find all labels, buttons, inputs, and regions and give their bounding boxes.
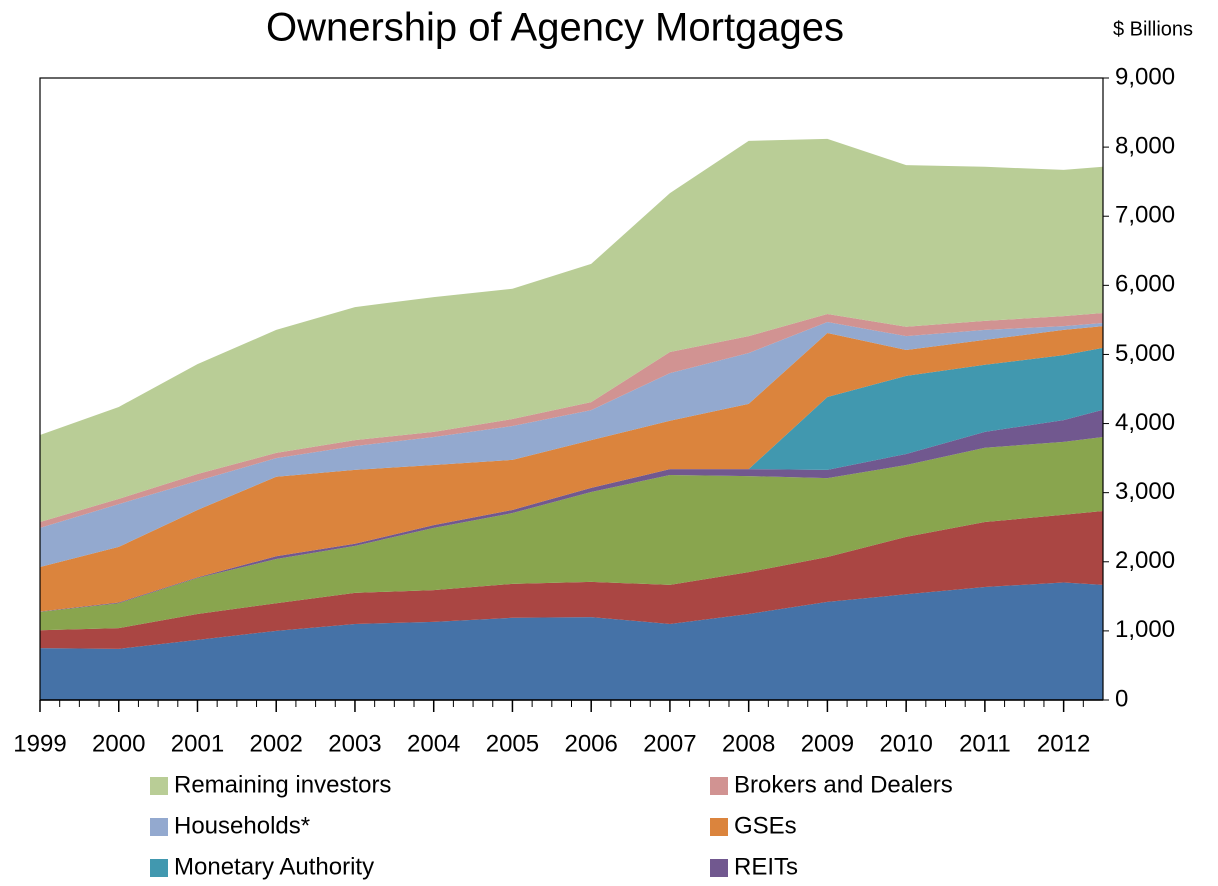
legend-label: Brokers and Dealers <box>734 771 953 798</box>
x-tick-label: 2010 <box>879 730 932 757</box>
area <box>40 347 1103 612</box>
y-tick-label: 7,000 <box>1115 202 1175 229</box>
x-tick-label: 2003 <box>328 730 381 757</box>
x-tick-label: 2011 <box>959 730 1011 757</box>
area <box>40 510 1103 649</box>
legend-label: Remaining investors <box>174 771 391 798</box>
x-tick-label: 2004 <box>407 730 460 757</box>
y-axis-label: $ Billions <box>1113 18 1193 40</box>
x-tick-label: 2000 <box>92 730 145 757</box>
legend-swatch <box>710 859 728 877</box>
legend-swatch <box>150 859 168 877</box>
legend-label: REITs <box>734 853 798 880</box>
axes: 0 1,000 2,000 3,000 4,000 5,000 6,000 7,000 8,00… <box>13 63 1175 757</box>
y-tick-label: 5,000 <box>1115 340 1175 367</box>
legend-label: Monetary Authority <box>174 853 374 880</box>
y-tick-label: 0 <box>1115 685 1128 712</box>
y-tick-label: 3,000 <box>1115 478 1175 505</box>
legend-swatch <box>150 777 168 795</box>
y-tick-label: 2,000 <box>1115 547 1175 574</box>
x-tick-label: 2006 <box>564 730 617 757</box>
legend-label: Households* <box>174 812 310 839</box>
x-tick-label: 2002 <box>250 730 303 757</box>
legend: Remaining investors Brokers and Dealers Ho… <box>150 771 953 880</box>
area <box>40 138 1103 523</box>
x-tick-label: 2008 <box>722 730 775 757</box>
area <box>40 582 1103 700</box>
areas <box>40 138 1103 700</box>
y-tick-label: 4,000 <box>1115 409 1175 436</box>
area <box>40 326 1103 612</box>
legend-swatch <box>710 777 728 795</box>
x-tick-label: 2012 <box>1037 730 1090 757</box>
y-tick-label: 8,000 <box>1115 132 1175 159</box>
x-tick-label: 2001 <box>171 730 224 757</box>
x-tick-label: 1999 <box>13 730 66 757</box>
area <box>40 321 1103 567</box>
legend-label: GSEs <box>734 812 797 839</box>
chart-title: Ownership of Agency Mortgages <box>266 6 844 50</box>
legend-swatch <box>710 818 728 836</box>
area <box>40 437 1103 631</box>
legend-swatch <box>150 818 168 836</box>
y-tick-label: 1,000 <box>1115 616 1175 643</box>
x-tick-label: 2005 <box>486 730 539 757</box>
y-tick-label: 6,000 <box>1115 271 1175 298</box>
x-tick-label: 2009 <box>801 730 854 757</box>
y-tick-label: 9,000 <box>1115 63 1175 90</box>
x-tick-label: 2007 <box>643 730 696 757</box>
